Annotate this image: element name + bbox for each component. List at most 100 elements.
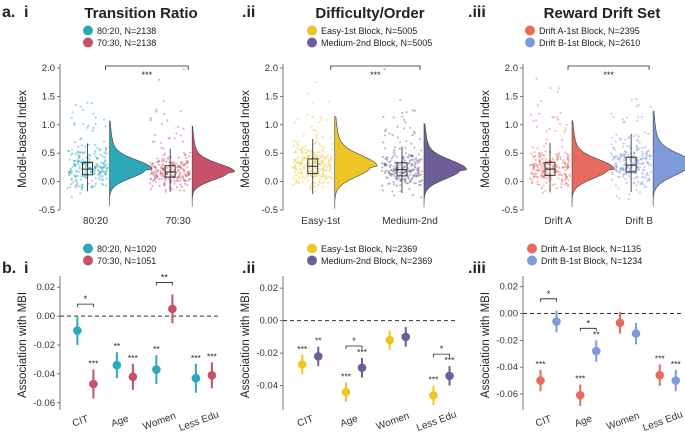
data-point: [163, 183, 166, 186]
data-point: [153, 178, 156, 181]
data-point: [615, 195, 618, 198]
data-point: [543, 176, 546, 179]
data-point: [327, 100, 330, 103]
data-point: [301, 174, 304, 178]
data-point: [404, 177, 407, 180]
data-point: [564, 165, 567, 168]
data-point: [625, 172, 628, 175]
data-point: [173, 137, 176, 140]
data-point: [101, 169, 104, 172]
data-point: [534, 162, 538, 165]
data-point: [641, 181, 644, 184]
data-point: [382, 115, 385, 119]
data-point: [413, 182, 416, 185]
data-point: [160, 171, 163, 174]
data-point: [96, 146, 99, 150]
data-point: [162, 175, 165, 178]
data-point: [539, 163, 542, 166]
data-point: [177, 168, 180, 171]
data-point: [183, 169, 186, 173]
violin-half: [652, 110, 685, 207]
data-point: [536, 183, 539, 186]
data-point: [162, 168, 165, 171]
data-point: [391, 190, 394, 193]
legend-swatch: [527, 255, 537, 266]
data-point: [618, 175, 621, 178]
legend-label: Drift A-1st Block, N=2395: [539, 26, 640, 36]
data-point: [70, 170, 73, 173]
data-point: [307, 156, 310, 159]
data-point: [175, 132, 178, 135]
data-point: [542, 170, 545, 173]
data-point: [545, 181, 548, 184]
data-point: [564, 174, 567, 177]
data-point: [296, 147, 299, 150]
data-point: [415, 169, 418, 172]
data-point: [401, 112, 404, 115]
charts-layer: Transition Ratio 80:20, N=2138 70:30, N=21…: [17, 5, 685, 434]
data-point: [72, 159, 75, 162]
data-point: [301, 135, 304, 138]
data-point: [405, 111, 408, 114]
data-point: [179, 161, 182, 164]
data-point: [563, 130, 566, 133]
data-point: [294, 140, 297, 143]
y-tick-label: 0.5: [505, 148, 518, 159]
data-point: [533, 175, 536, 179]
data-point: [389, 174, 392, 177]
point-estimate: [401, 332, 411, 342]
data-point: [322, 150, 325, 153]
data-point: [299, 148, 302, 151]
data-point: [95, 166, 98, 169]
data-point: [183, 179, 186, 182]
data-point: [646, 161, 649, 164]
data-point: [635, 144, 638, 147]
data-point: [170, 162, 173, 166]
data-point: [617, 187, 620, 190]
data-point: [187, 172, 190, 175]
data-point: [393, 168, 396, 171]
data-point: [105, 177, 108, 180]
box-iqr: [82, 161, 93, 176]
data-point: [636, 139, 639, 142]
data-point: [417, 153, 420, 156]
data-point: [645, 173, 648, 176]
data-point: [315, 175, 318, 178]
data-point: [638, 162, 641, 165]
data-point: [628, 193, 631, 196]
data-point: [408, 153, 411, 157]
data-point: [314, 162, 317, 165]
data-point: [620, 153, 624, 156]
data-point: [320, 163, 323, 166]
data-point: [381, 189, 384, 192]
data-point: [325, 118, 328, 122]
data-point: [415, 174, 419, 178]
data-point: [617, 158, 620, 161]
data-point: [387, 182, 390, 185]
data-point: [564, 174, 567, 177]
data-point: [70, 149, 74, 152]
data-point: [534, 175, 537, 178]
data-point: [408, 159, 411, 162]
data-point: [297, 170, 300, 173]
data-point: [313, 143, 316, 146]
data-point: [637, 116, 640, 119]
data-point: [403, 159, 406, 162]
data-point: [307, 161, 310, 164]
data-point: [386, 158, 389, 161]
point-significance: ***: [191, 353, 202, 363]
data-point: [410, 164, 413, 167]
data-point: [420, 170, 423, 173]
data-point: [622, 153, 625, 156]
data-point: [84, 169, 88, 172]
data-point: [322, 164, 325, 167]
data-point: [410, 154, 414, 157]
data-point: [632, 151, 636, 154]
data-point: [73, 140, 77, 144]
data-point: [314, 129, 317, 132]
data-point: [397, 176, 400, 180]
y-tick-label: -0.06: [33, 398, 55, 409]
data-point: [637, 147, 641, 150]
point-significance: ***: [445, 355, 456, 365]
data-point: [94, 165, 97, 168]
